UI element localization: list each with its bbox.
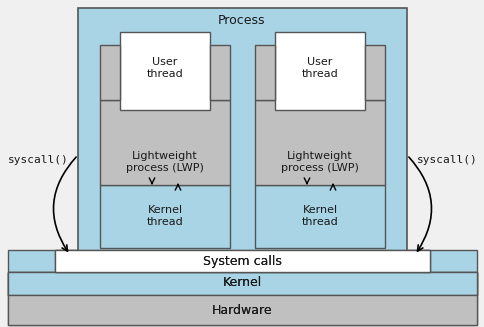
Text: System calls: System calls (202, 254, 281, 267)
Bar (255, 185, 384, 248)
Bar (100, 45, 120, 100)
Text: Process: Process (218, 13, 265, 26)
Bar (364, 45, 384, 100)
Bar (100, 185, 229, 248)
Text: Kernel: Kernel (222, 277, 261, 289)
Bar (55, 250, 429, 272)
Text: Lightweight
process (LWP): Lightweight process (LWP) (126, 151, 203, 173)
Text: Hardware: Hardware (211, 304, 272, 318)
Bar (255, 45, 274, 100)
Text: Kernel
thread: Kernel thread (146, 205, 183, 227)
Bar (8, 272, 476, 295)
Text: Hardware: Hardware (211, 304, 272, 318)
Bar (78, 8, 406, 251)
Text: syscall(): syscall() (8, 155, 68, 165)
Text: User
thread: User thread (301, 57, 338, 79)
Bar (8, 295, 476, 325)
Bar (274, 32, 364, 110)
Text: Lightweight
process (LWP): Lightweight process (LWP) (281, 151, 358, 173)
Bar (8, 295, 476, 325)
Text: User
thread: User thread (146, 57, 183, 79)
Text: System calls: System calls (202, 254, 281, 267)
Bar (8, 250, 476, 295)
Bar (55, 250, 429, 272)
Bar (100, 100, 229, 185)
Bar (8, 272, 476, 295)
Text: Kernel
thread: Kernel thread (301, 205, 338, 227)
Bar (210, 45, 229, 100)
Bar (255, 100, 384, 185)
Text: Kernel: Kernel (222, 277, 261, 289)
Bar (8, 272, 476, 295)
Text: syscall(): syscall() (416, 155, 476, 165)
Bar (120, 32, 210, 110)
